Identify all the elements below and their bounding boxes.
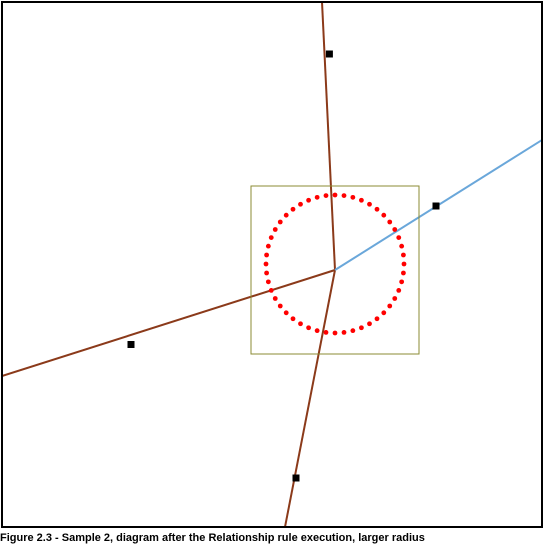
radius-dot — [375, 316, 380, 321]
radius-dot — [350, 195, 355, 200]
radius-dot — [381, 213, 386, 218]
radius-dot — [359, 198, 364, 203]
radius-dot — [269, 288, 274, 293]
radius-dot — [284, 310, 289, 315]
line-marker — [293, 475, 300, 482]
radius-dot — [387, 220, 392, 225]
markers-group — [128, 51, 440, 482]
radius-dot — [342, 193, 347, 198]
radius-dot — [367, 202, 372, 207]
radius-dot — [284, 213, 289, 218]
radius-dot — [324, 330, 329, 335]
radius-dot — [367, 321, 372, 326]
radius-dot — [266, 279, 271, 284]
radius-dot — [387, 304, 392, 309]
diagram-frame — [2, 2, 542, 527]
radius-dot — [306, 198, 311, 203]
radius-dot — [396, 235, 401, 240]
radius-dot — [298, 202, 303, 207]
radius-dot — [273, 296, 278, 301]
radius-dot — [291, 316, 296, 321]
radius-dot — [264, 253, 269, 258]
radius-dot — [333, 331, 338, 336]
line-bottom — [285, 270, 335, 527]
lines-group — [2, 2, 542, 527]
line-top — [322, 2, 335, 270]
line-left — [2, 270, 335, 376]
radius-dot — [359, 325, 364, 330]
radius-dot — [269, 235, 274, 240]
figure: Figure 2.3 - Sample 2, diagram after the… — [0, 0, 547, 548]
radius-dot — [273, 227, 278, 232]
radius-dot — [342, 330, 347, 335]
radius-dot — [396, 288, 401, 293]
radius-dot — [298, 321, 303, 326]
line-marker — [326, 51, 333, 58]
radius-dot — [333, 193, 338, 198]
radius-dot — [399, 244, 404, 249]
radius-dot — [264, 271, 269, 276]
radius-dot — [324, 193, 329, 198]
radius-dot — [306, 325, 311, 330]
radius-dot — [402, 262, 407, 267]
radius-dot — [278, 304, 283, 309]
radius-dot — [392, 227, 397, 232]
radius-dot — [401, 271, 406, 276]
radius-dot — [278, 220, 283, 225]
radius-dot — [375, 207, 380, 212]
figure-caption: Figure 2.3 - Sample 2, diagram after the… — [0, 532, 425, 544]
radius-dot — [401, 253, 406, 258]
radius-dot — [392, 296, 397, 301]
radius-dot — [315, 328, 320, 333]
line-marker — [128, 341, 135, 348]
radius-dot — [264, 262, 269, 267]
radius-dot — [266, 244, 271, 249]
radius-dot — [350, 328, 355, 333]
radius-dot — [315, 195, 320, 200]
diagram-canvas — [0, 0, 547, 530]
radius-dot — [381, 310, 386, 315]
radius-dot — [291, 207, 296, 212]
radius-dot — [399, 279, 404, 284]
line-marker — [433, 203, 440, 210]
